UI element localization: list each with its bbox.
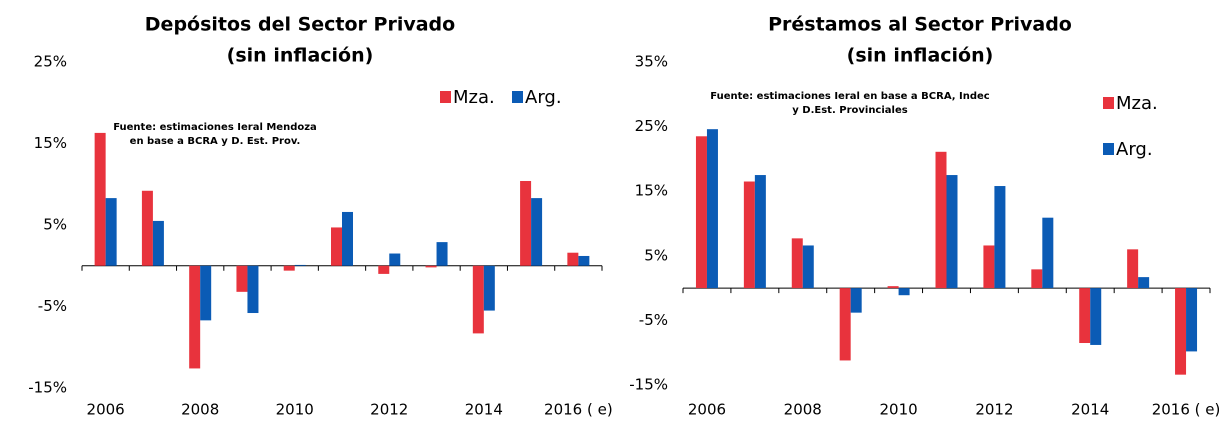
bar: [754, 175, 766, 289]
bar: [1127, 249, 1139, 289]
y-tick-label: 25%: [635, 117, 668, 135]
x-tick-label: 2010: [276, 401, 314, 419]
bar: [425, 265, 437, 268]
y-tick-label: 15%: [34, 134, 67, 152]
legend-swatch: [1103, 143, 1114, 155]
bar: [743, 181, 755, 289]
x-tick-label: 2010: [879, 401, 917, 419]
y-tick-label: 25%: [34, 53, 67, 71]
bar: [378, 265, 390, 274]
y-tick-label: 5%: [43, 216, 67, 234]
bar: [578, 255, 590, 266]
x-tick-label: 2016 ( e): [544, 401, 613, 419]
legend-swatch: [440, 91, 451, 103]
x-tick-label: 2006: [688, 401, 726, 419]
bar: [850, 288, 862, 313]
bar: [994, 186, 1006, 289]
bar: [1175, 288, 1187, 375]
bar: [706, 129, 718, 289]
bar: [1079, 288, 1091, 344]
bar: [189, 265, 201, 369]
x-tick-label: 2012: [975, 401, 1013, 419]
bar: [802, 245, 814, 289]
x-tick-label: 2008: [181, 401, 219, 419]
x-tick-label: 2012: [370, 401, 408, 419]
bar: [94, 132, 106, 266]
chart-title: Depósitos del Sector Privado: [145, 14, 455, 36]
bar: [791, 238, 803, 289]
x-tick-label: 2016 ( e): [1152, 401, 1219, 419]
legend-swatch: [512, 91, 523, 103]
source-note: Fuente: estimaciones Ieral en base a BCR…: [710, 91, 990, 102]
legend-swatch: [1103, 97, 1114, 109]
bar: [1090, 288, 1102, 345]
bar: [1138, 277, 1150, 289]
chart-subtitle: (sin inflación): [847, 45, 994, 67]
bar: [152, 220, 164, 266]
bar: [472, 265, 484, 334]
bar: [695, 136, 707, 289]
bar: [520, 180, 532, 266]
source-note: en base a BCRA y D. Est. Prov.: [130, 136, 301, 147]
bar: [294, 264, 306, 266]
bar: [1186, 288, 1198, 352]
legend-label: Arg.: [525, 87, 562, 108]
bar: [1031, 269, 1043, 289]
bar: [247, 265, 259, 314]
legend-label: Arg.: [1116, 139, 1153, 160]
legend-label: Mza.: [453, 87, 495, 108]
y-tick-label: -5%: [38, 297, 67, 315]
chart-title: Préstamos al Sector Privado: [768, 14, 1072, 36]
bar: [946, 175, 958, 289]
y-tick-label: 15%: [635, 182, 668, 200]
bar: [389, 253, 401, 266]
bar: [141, 190, 153, 266]
bar: [342, 211, 353, 266]
x-tick-label: 2014: [465, 401, 503, 419]
bar: [483, 265, 495, 311]
bar: [567, 252, 579, 266]
x-tick-label: 2006: [87, 401, 125, 419]
bar: [200, 265, 212, 321]
y-tick-label: -15%: [28, 379, 67, 397]
bar: [236, 265, 248, 292]
y-tick-label: 35%: [635, 53, 668, 71]
source-note: y D.Est. Provinciales: [792, 105, 907, 116]
bar: [1042, 217, 1054, 289]
bar: [531, 198, 543, 266]
bar: [105, 198, 117, 266]
bar: [935, 151, 947, 289]
x-tick-label: 2014: [1071, 401, 1109, 419]
bar: [839, 288, 851, 361]
y-tick-label: -15%: [629, 376, 668, 394]
source-note: Fuente: estimaciones Ieral Mendoza: [113, 122, 317, 133]
bar: [283, 265, 295, 271]
y-tick-label: 5%: [644, 246, 668, 264]
bar: [887, 286, 899, 289]
bar: [331, 227, 342, 266]
legend-label: Mza.: [1116, 93, 1158, 114]
x-tick-label: 2008: [784, 401, 822, 419]
y-tick-label: -5%: [639, 311, 668, 329]
bar: [898, 288, 910, 296]
chart-subtitle: (sin inflación): [227, 45, 374, 67]
bar: [436, 242, 448, 266]
bar: [983, 245, 995, 289]
